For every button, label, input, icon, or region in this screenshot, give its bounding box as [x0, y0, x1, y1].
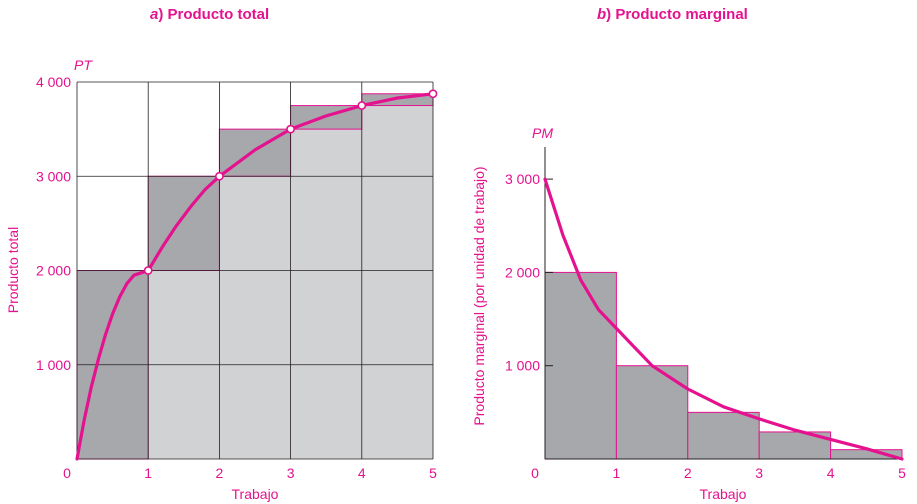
tp-x-tick-label: 2 [216, 465, 224, 481]
tp-point-2 [214, 171, 224, 181]
tp-x-tick-label: 5 [429, 465, 437, 481]
tp-base-column-5 [361, 105, 433, 459]
tp-curve-label: PT [74, 57, 93, 73]
mp-bar-2 [615, 365, 689, 460]
mp-curve [543, 177, 904, 461]
tp-increment-bar-2 [147, 175, 220, 271]
mp-x-tick-label: 2 [684, 465, 692, 481]
panel-b-title: b) Producto marginal [597, 6, 748, 23]
mp-bar-3 [687, 411, 760, 460]
mp-bar-1 [544, 271, 617, 460]
tp-x-axis-label: Trabajo [232, 486, 279, 502]
tp-x-tick-label: 4 [358, 465, 366, 481]
mp-curve-label: PM [532, 125, 553, 141]
tp-y-tick-label: 1 000 [36, 357, 71, 373]
tp-point-1 [143, 266, 153, 275]
mp-y-tick-label: 1 000 [505, 358, 540, 374]
total-product-chart: 1 000 2 000 3 000 4 000 0 1 2 3 4 5 Trabajo Product… [5, 57, 438, 502]
panel-a-letter: a [150, 6, 159, 23]
mp-y-tick-label: 2 000 [505, 264, 540, 280]
mp-y-axis-label: Producto marginal (por unidad de trabajo… [471, 166, 487, 425]
tp-y-tick-label: 4 000 [36, 74, 71, 90]
mp-origin-label: 0 [531, 465, 539, 481]
mp-y-tick-label: 3 000 [505, 171, 540, 187]
mp-x-tick-label: 5 [898, 465, 906, 481]
tp-base-column-4 [290, 129, 362, 459]
panel-a-title: a) Producto total [150, 6, 269, 23]
tp-x-tick-label: 1 [144, 465, 152, 481]
tp-y-tick-label: 3 000 [36, 168, 71, 184]
tp-point-4 [357, 101, 367, 110]
mp-x-axis-label: Trabajo [700, 486, 747, 502]
panel-a-title-text: ) Producto total [158, 6, 270, 23]
tp-y-tick-label: 2 000 [36, 263, 71, 279]
tp-y-axis-label: Producto total [5, 227, 21, 313]
tp-curve [75, 92, 435, 461]
panel-b-letter: b [597, 6, 607, 23]
tp-point-3 [286, 124, 295, 134]
tp-origin-label: 0 [63, 465, 71, 481]
marginal-product-chart: 1 000 2 000 3 000 0 1 2 3 4 5 Trabajo Producto mar… [471, 125, 906, 502]
tp-point-5 [428, 89, 438, 99]
tp-base-column-3 [219, 176, 291, 459]
mp-x-tick-label: 3 [755, 465, 763, 481]
tp-x-tick-label: 3 [287, 465, 295, 481]
mp-x-tick-label: 1 [613, 465, 621, 481]
panel-b-title-text: ) Producto marginal [606, 6, 748, 23]
mp-x-tick-label: 4 [827, 465, 835, 481]
